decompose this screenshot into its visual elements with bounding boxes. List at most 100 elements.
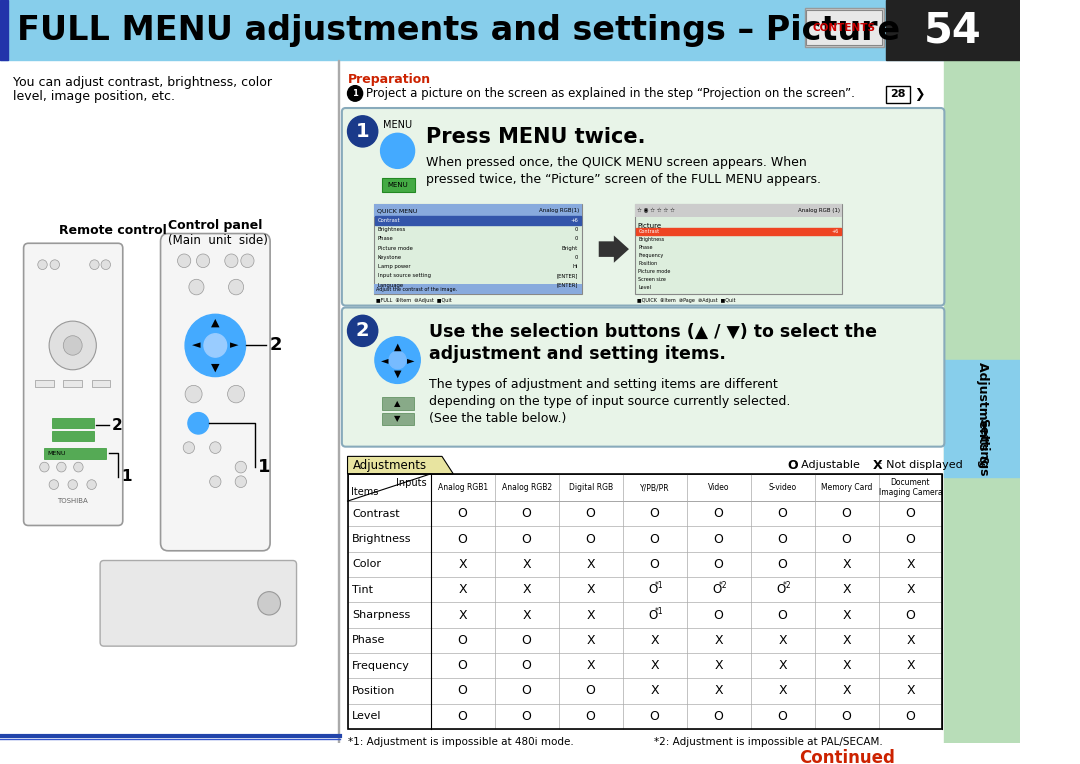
Text: ❯: ❯ — [914, 88, 924, 101]
Bar — [381, 178, 415, 192]
Bar — [381, 397, 414, 410]
Bar — [348, 653, 943, 678]
Text: O: O — [522, 634, 531, 647]
Circle shape — [348, 116, 378, 147]
Text: O: O — [777, 583, 785, 596]
Circle shape — [348, 316, 378, 346]
FancyBboxPatch shape — [342, 307, 944, 447]
Bar — [0, 0, 1020, 60]
Text: 0: 0 — [575, 236, 578, 241]
Text: : Not displayed: : Not displayed — [879, 460, 963, 470]
Text: Phase: Phase — [378, 236, 393, 241]
Text: X: X — [523, 608, 531, 621]
Text: ☆ ◉ ☆ ☆ ☆ ☆: ☆ ◉ ☆ ☆ ☆ ☆ — [637, 208, 675, 213]
Bar — [374, 204, 582, 294]
Text: You can adjust contrast, brightness, color: You can adjust contrast, brightness, col… — [13, 76, 272, 89]
Text: O: O — [458, 710, 468, 723]
Text: O: O — [778, 710, 787, 723]
Text: Position: Position — [638, 261, 658, 266]
Bar — [0, 0, 9, 60]
Text: X: X — [586, 608, 595, 621]
Text: Analog RGB1: Analog RGB1 — [437, 483, 488, 492]
Text: Brightness: Brightness — [378, 227, 406, 232]
Text: O: O — [905, 533, 916, 545]
Bar — [348, 628, 943, 653]
Text: *2: *2 — [719, 581, 728, 591]
Bar — [92, 380, 110, 387]
Circle shape — [229, 280, 244, 295]
Text: O: O — [841, 710, 851, 723]
Text: Picture mode: Picture mode — [378, 246, 413, 251]
Text: O: O — [648, 583, 658, 596]
Bar — [64, 380, 82, 387]
Bar — [348, 704, 943, 729]
Text: O: O — [458, 634, 468, 647]
Text: O: O — [778, 507, 787, 520]
Text: Y/PB/PR: Y/PB/PR — [639, 483, 670, 492]
Circle shape — [73, 462, 83, 472]
Bar — [944, 60, 1020, 743]
Circle shape — [68, 480, 78, 490]
Text: O: O — [905, 608, 916, 621]
Text: Color: Color — [352, 559, 381, 569]
Text: O: O — [841, 507, 851, 520]
Bar — [886, 0, 1020, 60]
Circle shape — [184, 442, 194, 454]
Text: Contrast: Contrast — [638, 229, 660, 234]
Text: X: X — [906, 558, 915, 571]
Bar — [52, 419, 94, 428]
Text: O: O — [522, 659, 531, 672]
Text: X: X — [842, 608, 851, 621]
Text: X: X — [779, 659, 787, 672]
Text: *1: *1 — [654, 607, 663, 616]
Bar — [807, 10, 882, 45]
Text: X: X — [650, 634, 659, 647]
Text: X: X — [586, 634, 595, 647]
Text: Adjustments &: Adjustments & — [975, 362, 988, 465]
Text: 54: 54 — [924, 9, 982, 51]
Text: X: X — [586, 558, 595, 571]
Text: Analog RGB(1): Analog RGB(1) — [539, 208, 579, 213]
Text: X: X — [714, 634, 723, 647]
Bar — [52, 431, 94, 441]
Bar — [635, 228, 841, 235]
Text: Tint: Tint — [352, 584, 374, 594]
Text: Hi: Hi — [572, 264, 578, 269]
Text: Phase: Phase — [352, 636, 386, 646]
Circle shape — [50, 260, 59, 270]
FancyBboxPatch shape — [24, 243, 123, 526]
Bar — [805, 8, 883, 47]
FancyBboxPatch shape — [342, 108, 944, 306]
Text: O: O — [585, 533, 595, 545]
Text: *1: Adjustment is impossible at 480i mode.: *1: Adjustment is impossible at 480i mod… — [348, 736, 573, 746]
Text: : Adjustable: : Adjustable — [794, 460, 860, 470]
Text: Use the selection buttons (▲ / ▼) to select the
adjustment and setting items.: Use the selection buttons (▲ / ▼) to sel… — [429, 323, 877, 363]
Text: 1: 1 — [355, 122, 369, 141]
Text: MENU: MENU — [383, 120, 413, 130]
Circle shape — [375, 337, 420, 384]
Circle shape — [90, 260, 99, 270]
Text: X: X — [458, 608, 467, 621]
Text: Digital RGB: Digital RGB — [568, 483, 612, 492]
Circle shape — [56, 462, 66, 472]
Text: QUICK MENU: QUICK MENU — [377, 208, 417, 213]
Bar — [944, 360, 1020, 477]
Circle shape — [204, 334, 227, 357]
Text: 1: 1 — [121, 469, 132, 484]
Circle shape — [241, 254, 254, 267]
Text: X: X — [586, 583, 595, 596]
Text: X: X — [779, 634, 787, 647]
Circle shape — [102, 260, 110, 270]
Text: O: O — [522, 533, 531, 545]
Text: O: O — [458, 533, 468, 545]
Text: O: O — [787, 458, 798, 471]
Bar — [348, 602, 943, 628]
Text: Keystone: Keystone — [378, 255, 402, 260]
Text: Brightness: Brightness — [352, 534, 411, 544]
Circle shape — [235, 461, 246, 473]
Text: Press MENU twice.: Press MENU twice. — [426, 127, 646, 147]
Text: O: O — [585, 710, 595, 723]
Text: Input source setting: Input source setting — [378, 274, 431, 278]
Text: 1: 1 — [258, 458, 270, 476]
Text: Items: Items — [351, 487, 379, 497]
